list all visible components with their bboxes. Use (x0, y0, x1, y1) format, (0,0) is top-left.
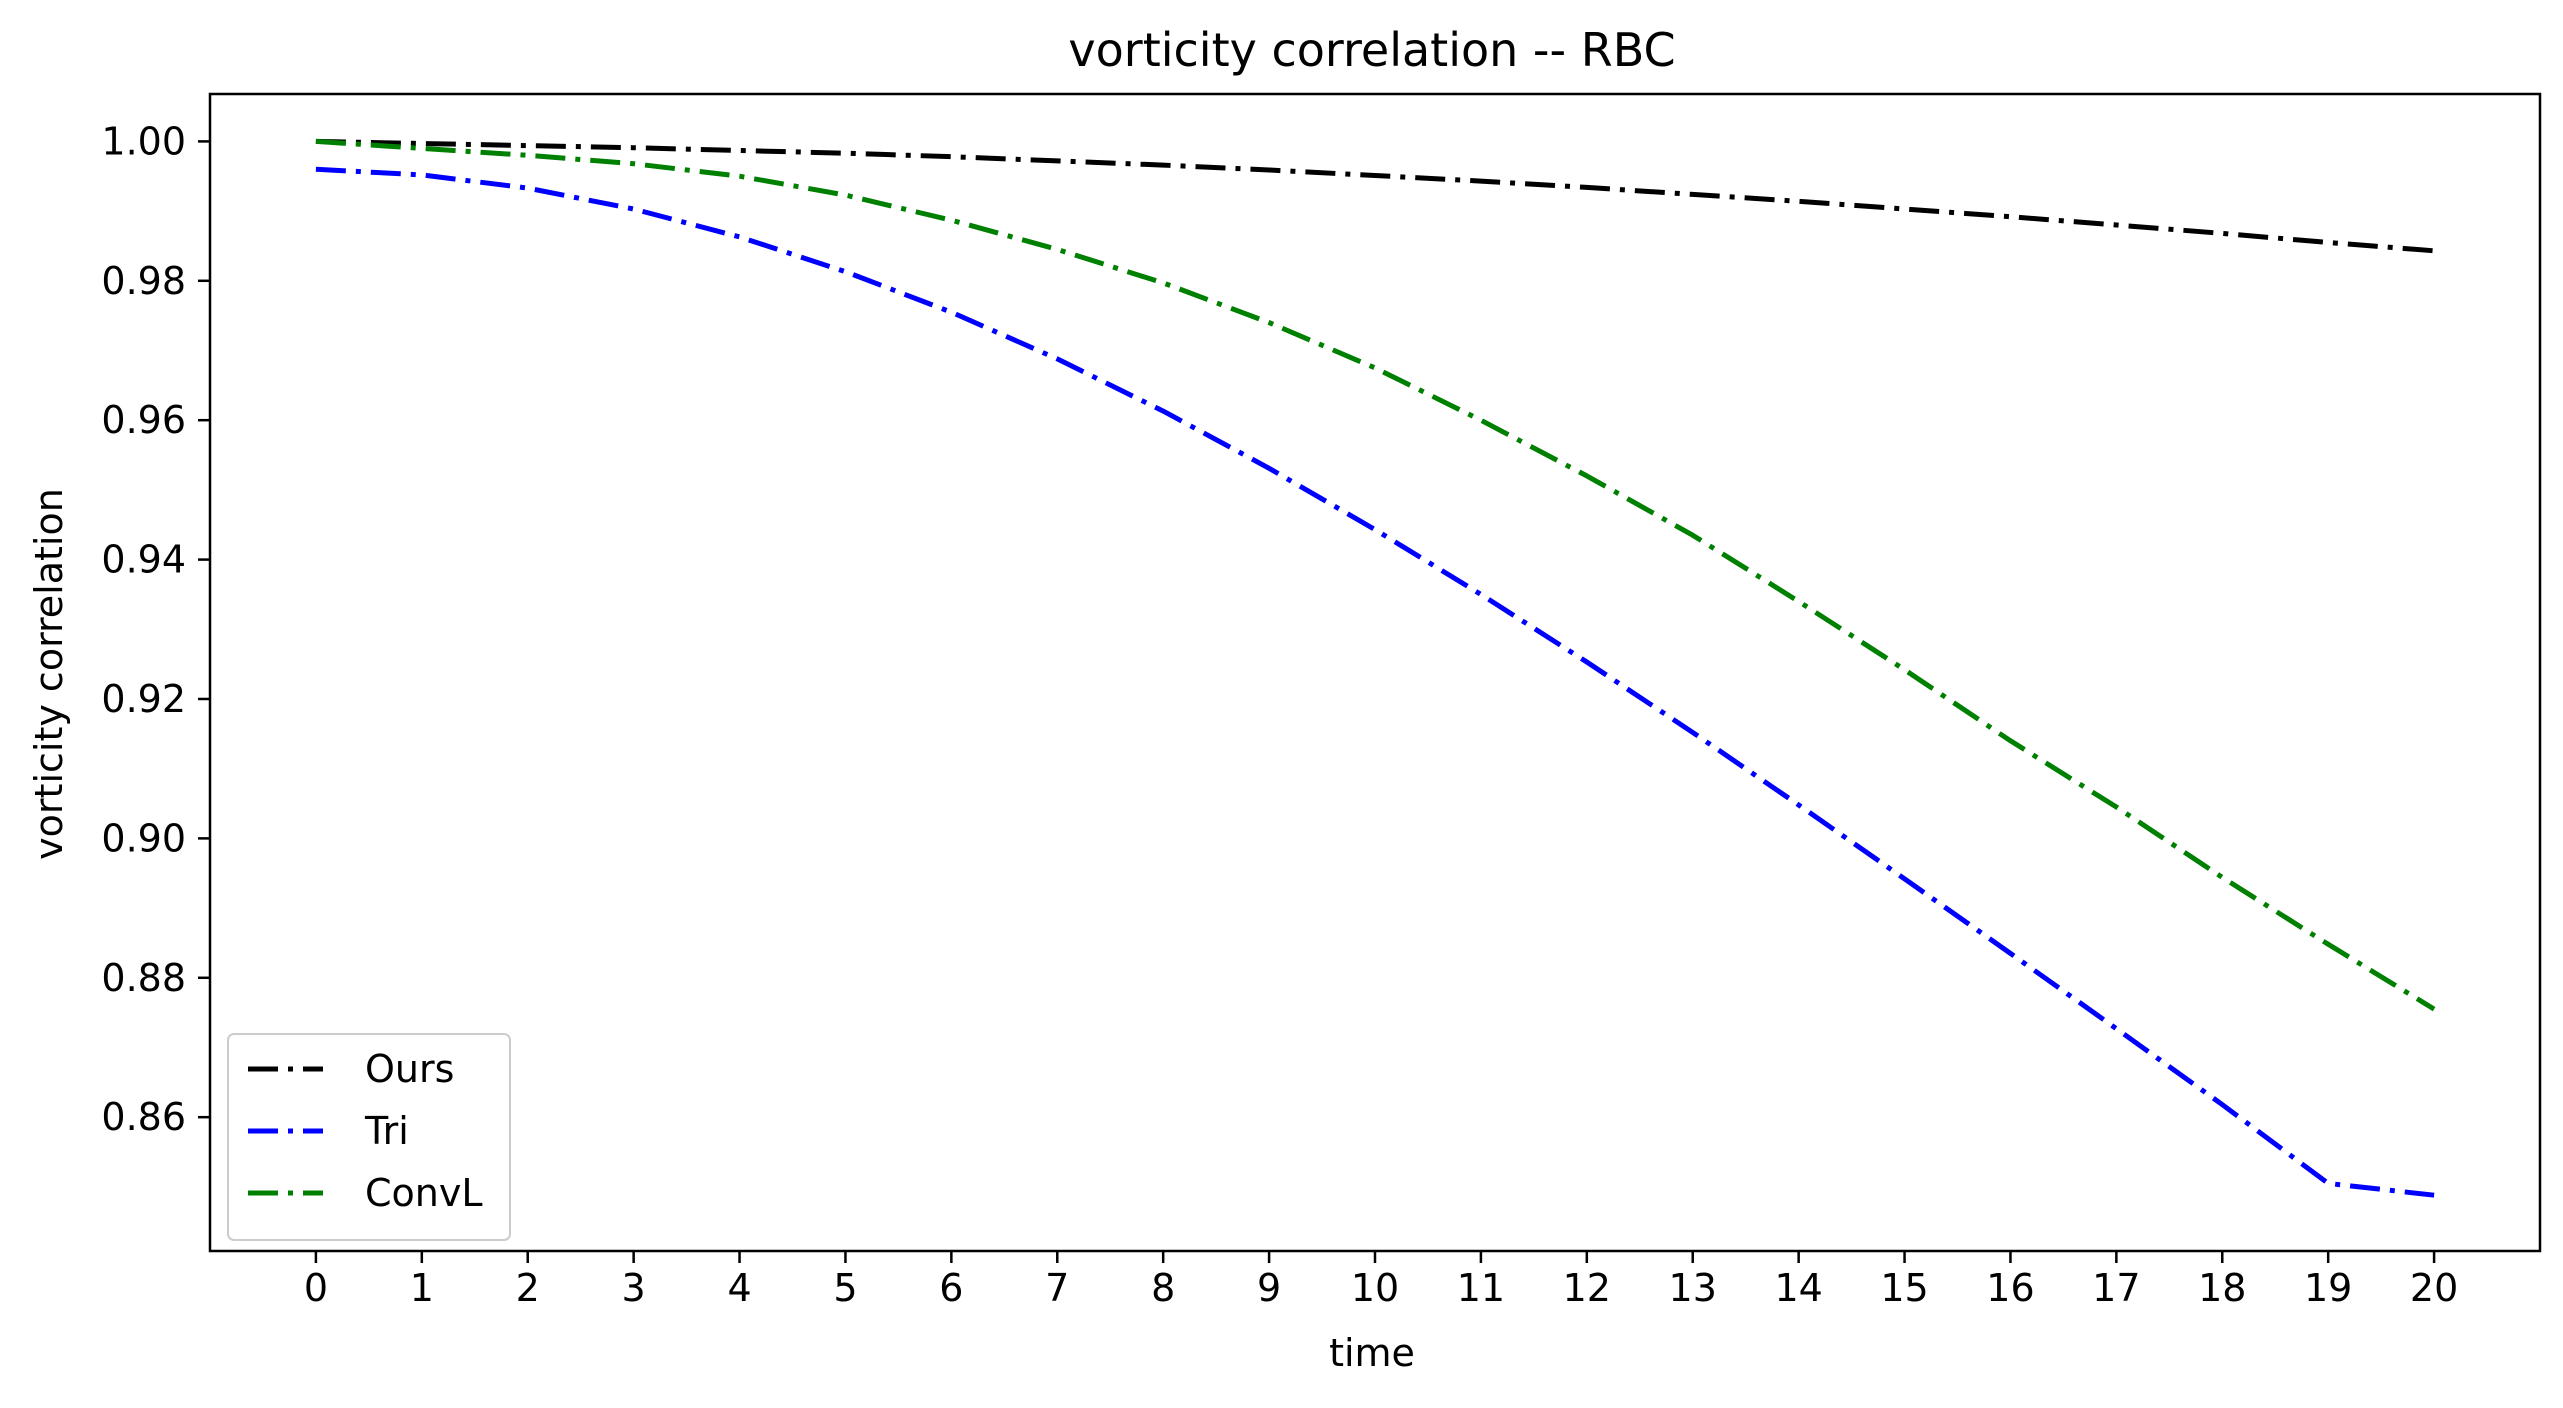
legend-box (227, 1033, 511, 1241)
x-tick-label: 4 (727, 1266, 751, 1310)
x-tick-label: 17 (2092, 1266, 2140, 1310)
y-tick-label: 0.86 (101, 1095, 186, 1139)
x-tick-label: 14 (1774, 1266, 1822, 1310)
x-tick-label: 11 (1457, 1266, 1505, 1310)
legend-label-convl: ConvL (365, 1171, 483, 1215)
x-tick-label: 18 (2198, 1266, 2246, 1310)
x-tick-label: 6 (939, 1266, 963, 1310)
chart-title: vorticity correlation -- RBC (1068, 23, 1675, 77)
x-tick-label: 13 (1669, 1266, 1717, 1310)
y-tick-label: 0.88 (101, 956, 186, 1000)
legend-label-tri: Tri (364, 1109, 409, 1153)
x-tick-label: 19 (2304, 1266, 2352, 1310)
series-line-ours (315, 138, 2435, 254)
x-axis-label: time (1329, 1331, 1415, 1375)
x-tick-label: 7 (1045, 1266, 1069, 1310)
x-tick-label: 9 (1257, 1266, 1281, 1310)
x-tick-label: 3 (622, 1266, 646, 1310)
x-tick-label: 5 (833, 1266, 857, 1310)
y-tick-label: 0.92 (101, 677, 186, 721)
series-line-tri (315, 166, 2435, 1198)
series-line-convl (315, 138, 2436, 1012)
x-tick-label: 12 (1563, 1266, 1611, 1310)
y-tick-label: 0.94 (101, 538, 186, 582)
y-tick-label: 0.98 (101, 259, 186, 303)
x-tick-label: 8 (1151, 1266, 1175, 1310)
y-tick-label: 0.90 (101, 816, 186, 860)
x-tick-label: 15 (1880, 1266, 1928, 1310)
x-tick-label: 1 (410, 1266, 434, 1310)
x-tick-label: 10 (1351, 1266, 1399, 1310)
x-tick-label: 0 (304, 1266, 328, 1310)
y-tick-label: 0.96 (101, 398, 186, 442)
y-axis-label: vorticity correlation (27, 488, 71, 860)
y-tick-label: 1.00 (101, 119, 186, 163)
legend-label-ours: Ours (365, 1047, 454, 1091)
plot-area: 0 1 2 3 4 5 6 7 8 9 10 11 12 13 14 15 16 17 18 19 200.860.88… (101, 92, 2542, 1310)
x-tick-label: 16 (1986, 1266, 2034, 1310)
x-tick-label: 2 (516, 1266, 540, 1310)
x-tick-label: 20 (2410, 1266, 2458, 1310)
